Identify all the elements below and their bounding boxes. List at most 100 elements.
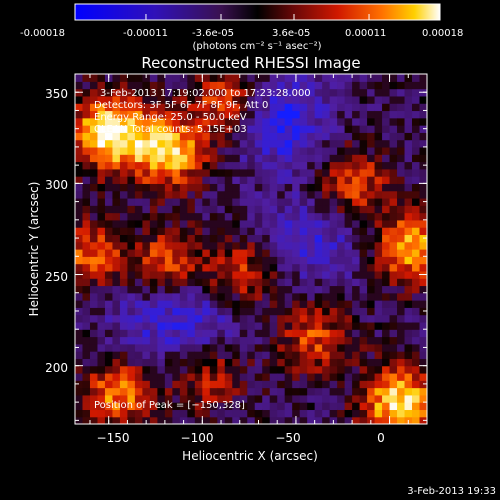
heatmap-cell xyxy=(194,416,203,424)
heatmap-cell xyxy=(277,103,286,112)
heatmap-cell xyxy=(202,103,211,112)
heatmap-cell xyxy=(187,154,196,163)
heatmap-cell xyxy=(97,263,106,272)
heatmap-cell xyxy=(404,125,413,133)
heatmap-cell xyxy=(254,190,263,199)
heatmap-cell xyxy=(209,394,218,403)
heatmap-cell xyxy=(307,270,316,279)
heatmap-cell xyxy=(232,270,241,279)
heatmap-cell xyxy=(344,270,353,279)
peak-position-label: Position of Peak = [−150,328] xyxy=(94,400,245,411)
heatmap-cell xyxy=(314,336,323,345)
heatmap-cell xyxy=(262,110,271,119)
heatmap-cell xyxy=(292,300,301,308)
heatmap-cell xyxy=(374,300,383,308)
heatmap-cell xyxy=(217,212,226,221)
heatmap-cell xyxy=(127,205,136,214)
heatmap-cell xyxy=(419,227,427,236)
heatmap-cell xyxy=(232,154,241,163)
heatmap-cell xyxy=(344,285,353,294)
heatmap-cell xyxy=(134,285,143,294)
heatmap-cell xyxy=(127,146,136,155)
heatmap-cell xyxy=(382,139,391,148)
heatmap-cell xyxy=(314,197,323,206)
heatmap-cell xyxy=(277,212,286,221)
heatmap-cell xyxy=(75,117,84,126)
heatmap-cell xyxy=(389,351,398,359)
heatmap-cell xyxy=(179,146,188,155)
heatmap-cell xyxy=(337,234,346,243)
heatmap-cell xyxy=(374,139,383,148)
heatmap-cell xyxy=(397,103,406,112)
heatmap-cell xyxy=(389,365,398,374)
heatmap-cell xyxy=(142,205,151,214)
heatmap-cell xyxy=(284,394,293,403)
heatmap-cell xyxy=(119,74,129,82)
heatmap-cell xyxy=(209,307,218,316)
heatmap-cell xyxy=(202,365,211,374)
heatmap-cell xyxy=(247,95,256,104)
heatmap-cell xyxy=(179,183,188,192)
heatmap-cell xyxy=(419,176,427,184)
heatmap-cell xyxy=(127,161,136,170)
heatmap-cell xyxy=(119,249,129,257)
heatmap-cell xyxy=(232,212,241,221)
heatmap-cell xyxy=(104,212,114,221)
heatmap-cell xyxy=(367,176,376,184)
heatmap-cell xyxy=(247,241,256,250)
heatmap-cell xyxy=(277,117,286,126)
heatmap-cell xyxy=(397,343,406,352)
heatmap-cell xyxy=(112,139,121,148)
heatmap-cell xyxy=(412,139,421,148)
heatmap-cell xyxy=(389,394,398,403)
heatmap-cell xyxy=(404,292,413,301)
heatmap-cell xyxy=(292,351,301,359)
heatmap-cell xyxy=(82,197,91,206)
heatmap-cell xyxy=(322,292,331,301)
heatmap-cell xyxy=(232,241,241,250)
heatmap-cell xyxy=(254,343,263,352)
heatmap-cell xyxy=(187,88,196,97)
heatmap-cell xyxy=(89,190,99,199)
heatmap-cell xyxy=(179,336,188,345)
heatmap-cell xyxy=(247,197,256,206)
heatmap-cell xyxy=(127,314,136,323)
heatmap-cell xyxy=(307,103,316,112)
heatmap-cell xyxy=(239,329,248,338)
heatmap-cell xyxy=(284,336,293,345)
heatmap-cell xyxy=(329,300,338,308)
heatmap-cell xyxy=(262,205,271,214)
heatmap-cell xyxy=(299,168,308,177)
heatmap-cell xyxy=(374,103,383,112)
heatmap-cell xyxy=(367,190,376,199)
heatmap-cell xyxy=(404,256,413,265)
heatmap-cell xyxy=(344,292,353,301)
heatmap-cell xyxy=(307,249,316,257)
heatmap-cell xyxy=(142,197,151,206)
heatmap-cell xyxy=(209,117,218,126)
heatmap-cell xyxy=(397,190,406,199)
heatmap-cell xyxy=(75,197,84,206)
heatmap-cell xyxy=(382,314,391,323)
heatmap-cell xyxy=(419,329,427,338)
heatmap-cell xyxy=(397,168,406,177)
heatmap-cell xyxy=(232,81,241,90)
y-tick-label-0: 200 xyxy=(45,361,68,375)
heatmap-cell xyxy=(232,402,241,411)
heatmap-cell xyxy=(239,394,248,403)
heatmap-cell xyxy=(164,416,173,424)
heatmap-cell xyxy=(209,88,218,97)
heatmap-cell xyxy=(262,321,271,330)
heatmap-cell xyxy=(307,125,316,133)
heatmap-cell xyxy=(75,394,84,403)
heatmap-cell xyxy=(112,161,121,170)
heatmap-cell xyxy=(299,81,308,90)
heatmap-cell xyxy=(164,380,173,389)
heatmap-cell xyxy=(374,372,383,381)
heatmap-cell xyxy=(172,234,181,243)
heatmap-cell xyxy=(104,278,114,287)
heatmap-cell xyxy=(134,314,143,323)
heatmap-cell xyxy=(359,125,368,133)
heatmap-cell xyxy=(277,256,286,265)
heatmap-cell xyxy=(164,212,173,221)
